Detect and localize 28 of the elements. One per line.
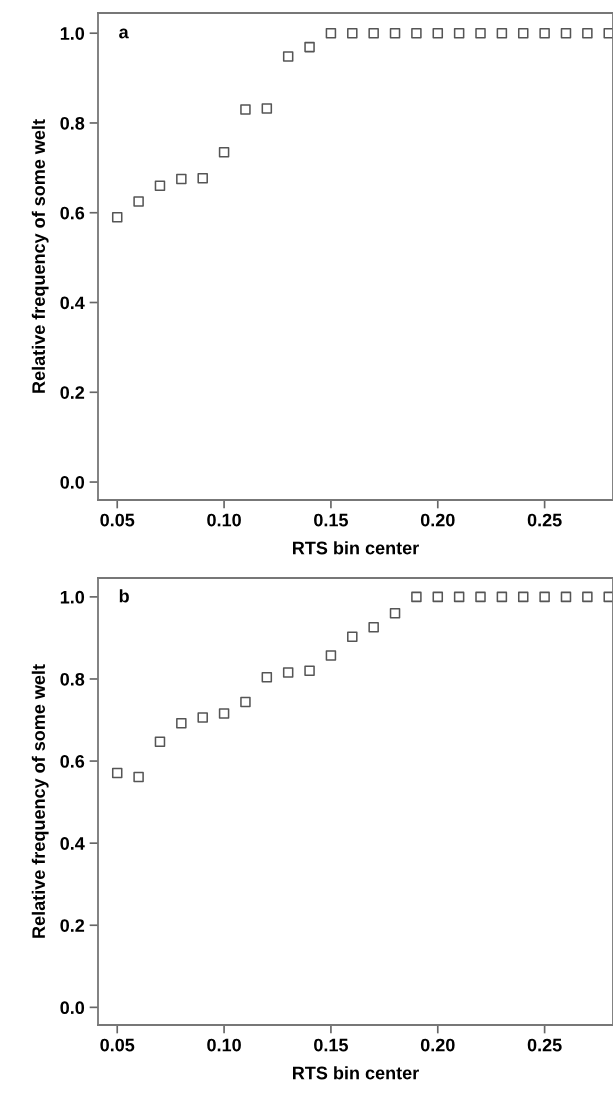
x-tick-label: 0.05: [100, 513, 135, 527]
y-tick-label: 0.4: [60, 296, 85, 310]
y-tick-label: 1.0: [60, 27, 85, 40]
y-tick-label: 0.4: [60, 837, 85, 850]
x-tick-label: 0.25: [527, 513, 562, 527]
y-axis-title: Relative frequency of some welt: [31, 119, 49, 393]
x-tick-label: 0.05: [100, 1038, 135, 1052]
annotation: a: [119, 28, 129, 39]
x-tick-label: 0.20: [420, 513, 455, 527]
y-tick-label: 0.2: [60, 919, 85, 932]
x-tick-label: 0.15: [314, 513, 348, 527]
y-tick-label: 0.2: [60, 386, 85, 399]
x-axis-title: RTS bin center: [293, 541, 419, 555]
x-tick-label: 0.10: [207, 1038, 241, 1052]
x-tick-label: 0.20: [420, 1038, 455, 1052]
y-axis-title: Relative frequency of some welt: [31, 664, 49, 938]
y-tick-label: 0.0: [60, 1001, 85, 1015]
annotation: b: [119, 589, 129, 603]
x-tick-label: 0.10: [207, 513, 241, 527]
x-axis-title: RTS bin center: [293, 1066, 419, 1080]
y-tick-label: 1.0: [60, 590, 85, 604]
y-tick-label: 0.0: [60, 475, 85, 489]
x-tick-label: 0.15: [314, 1038, 348, 1052]
y-tick-label: 0.8: [60, 116, 85, 130]
y-tick-label: 0.6: [60, 206, 85, 220]
y-tick-label: 0.8: [60, 672, 85, 686]
y-tick-label: 0.6: [60, 755, 85, 768]
x-tick-label: 0.25: [527, 1038, 562, 1052]
